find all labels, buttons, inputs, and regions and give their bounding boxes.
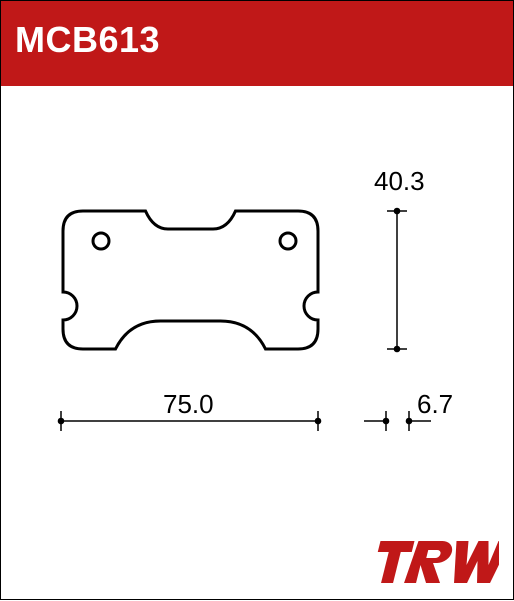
height-dimension-label: 40.3 — [374, 166, 425, 197]
thickness-dimension-label: 6.7 — [417, 389, 453, 420]
part-number: MCB613 — [15, 19, 160, 61]
width-dimension-label: 75.0 — [163, 389, 214, 420]
header-bar: MCB613 — [1, 1, 513, 86]
brake-pad-diagram — [1, 86, 514, 601]
trw-logo-icon — [369, 539, 499, 585]
spec-card: MCB613 75.0 40.3 6.7 — [0, 0, 514, 600]
diagram-area: 75.0 40.3 6.7 — [1, 86, 513, 599]
